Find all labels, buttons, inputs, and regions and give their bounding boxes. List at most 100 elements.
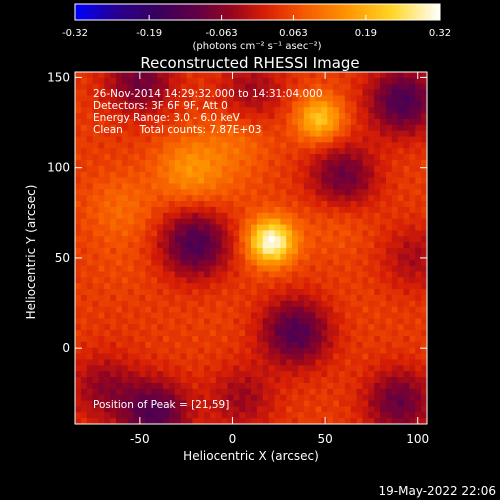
heatmap-cell: [280, 77, 287, 85]
heatmap-cell: [374, 165, 381, 173]
heatmap-cell: [409, 83, 416, 90]
heatmap-cell: [356, 201, 363, 208]
heatmap-cell: [145, 224, 152, 231]
heatmap-cell: [368, 300, 375, 308]
heatmap-cell: [227, 142, 234, 149]
heatmap-cell: [233, 394, 240, 401]
heatmap-cell: [368, 277, 375, 284]
heatmap-cell: [139, 195, 146, 202]
heatmap-cell: [139, 118, 146, 126]
heatmap-cell: [309, 318, 316, 325]
heatmap-cell: [215, 248, 223, 255]
heatmap-cell: [309, 365, 316, 372]
heatmap-cell: [280, 177, 287, 184]
heatmap-cell: [362, 418, 369, 425]
heatmap-cell: [327, 195, 334, 202]
heatmap-cell: [315, 89, 322, 96]
heatmap-cell: [380, 218, 387, 225]
heatmap-cell: [350, 107, 357, 114]
heatmap-cell: [239, 253, 246, 261]
heatmap-cell: [133, 165, 140, 173]
heatmap-cell: [356, 171, 363, 178]
heatmap-cell: [110, 271, 117, 278]
heatmap-cell: [157, 330, 164, 337]
heatmap-cell: [127, 294, 135, 302]
heatmap-cell: [133, 107, 140, 114]
heatmap-cell: [274, 189, 281, 196]
heatmap-cell: [151, 195, 158, 202]
heatmap-cell: [80, 242, 88, 249]
heatmap-cell: [163, 406, 170, 413]
heatmap-cell: [80, 394, 88, 401]
heatmap-cell: [245, 236, 252, 243]
heatmap-cell: [356, 224, 363, 231]
heatmap-cell: [385, 212, 393, 220]
heatmap-cell: [262, 289, 269, 296]
heatmap-cell: [344, 353, 352, 360]
heatmap-cell: [157, 341, 164, 349]
heatmap-cell: [403, 154, 410, 161]
heatmap-cell: [75, 201, 82, 208]
heatmap-cell: [344, 242, 352, 249]
heatmap-cell: [268, 253, 275, 261]
heatmap-cell: [75, 101, 82, 108]
heatmap-cell: [98, 412, 105, 419]
heatmap-cell: [286, 230, 293, 237]
heatmap-cell: [356, 418, 363, 425]
heatmap-cell: [303, 277, 311, 284]
heatmap-cell: [315, 72, 322, 79]
heatmap-cell: [309, 259, 316, 266]
heatmap-cell: [157, 72, 164, 79]
heatmap-cell: [192, 189, 199, 196]
heatmap-cell: [403, 148, 410, 155]
heatmap-cell: [251, 236, 258, 243]
heatmap-cell: [374, 89, 381, 96]
heatmap-cell: [356, 259, 363, 266]
heatmap-cell: [168, 353, 176, 360]
heatmap-cell: [286, 306, 293, 313]
x-tick-label: -50: [130, 432, 150, 446]
heatmap-cell: [344, 265, 352, 272]
heatmap-cell: [174, 359, 181, 366]
heatmap-cell: [421, 341, 428, 349]
heatmap-cell: [409, 171, 416, 178]
heatmap-cell: [239, 171, 246, 178]
heatmap-cell: [92, 312, 99, 319]
heatmap-cell: [421, 206, 428, 214]
heatmap-cell: [380, 83, 387, 90]
heatmap-cell: [86, 324, 93, 331]
heatmap-cell: [86, 388, 93, 396]
heatmap-cell: [403, 101, 410, 108]
heatmap-cell: [397, 171, 404, 178]
heatmap-cell: [368, 136, 375, 143]
heatmap-cell: [192, 195, 199, 202]
heatmap-cell: [262, 101, 269, 108]
heatmap-cell: [339, 165, 346, 173]
heatmap-cell: [151, 271, 158, 278]
heatmap-cell: [98, 107, 105, 114]
heatmap-cell: [380, 224, 387, 231]
heatmap-cell: [151, 283, 158, 290]
heatmap-cell: [292, 271, 299, 278]
heatmap-cell: [157, 118, 164, 126]
colorbar-segment: [141, 4, 146, 20]
heatmap-cell: [163, 418, 170, 425]
heatmap-cell: [227, 101, 234, 108]
heatmap-cell: [403, 394, 410, 401]
heatmap-cell: [204, 306, 211, 313]
heatmap-cell: [221, 113, 228, 120]
heatmap-cell: [245, 412, 252, 419]
heatmap-cell: [186, 113, 193, 120]
heatmap-cell: [116, 377, 123, 384]
heatmap-cell: [321, 165, 328, 173]
heatmap-cell: [403, 324, 410, 331]
heatmap-cell: [163, 160, 170, 167]
heatmap-cell: [344, 101, 352, 108]
heatmap-cell: [303, 154, 311, 161]
heatmap-cell: [321, 341, 328, 349]
heatmap-cell: [350, 230, 357, 237]
heatmap-cell: [245, 271, 252, 278]
heatmap-cell: [157, 418, 164, 425]
heatmap-cell: [339, 388, 346, 396]
heatmap-cell: [403, 365, 410, 372]
